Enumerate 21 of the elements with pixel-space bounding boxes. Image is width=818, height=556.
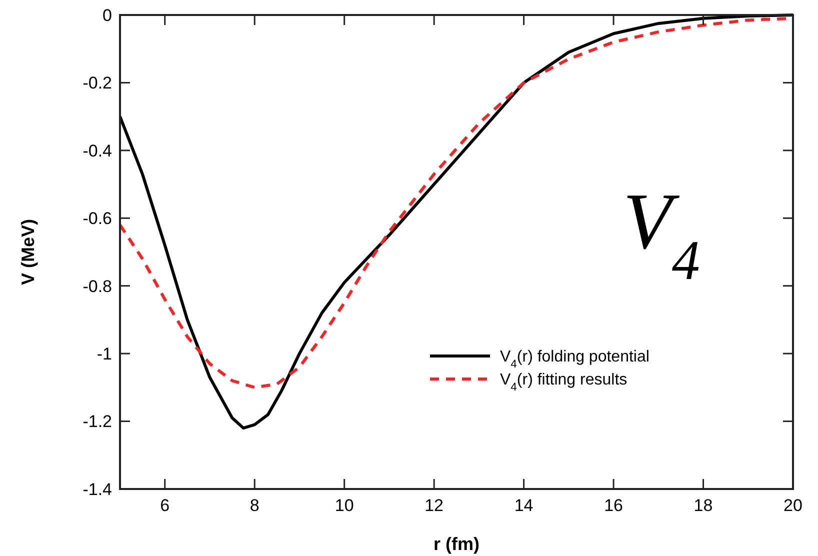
x-tick-label: 20: [784, 496, 802, 515]
x-tick-label: 8: [250, 496, 260, 515]
y-tick-label: 0: [102, 6, 112, 25]
x-tick-label: 14: [514, 496, 534, 515]
y-tick-label: -0.2: [82, 74, 112, 93]
y-axis-title: V (MeV): [18, 218, 38, 286]
x-tick-label: 16: [604, 496, 623, 515]
x-axis-title: r (fm): [434, 534, 480, 554]
annotation: V$_{4}$: [623, 178, 700, 292]
y-tick-label: -1.2: [82, 412, 112, 432]
x-tick-label: 10: [334, 496, 354, 515]
legend-label: V$_{4}$(r) folding potential: [500, 348, 650, 371]
y-tick-label: -0.4: [82, 141, 112, 160]
legend-label: V$_{4}$(r) fitting results: [500, 372, 628, 394]
x-tick-label: 6: [160, 496, 170, 515]
x-tick-label: 18: [694, 496, 713, 515]
y-tick-label: -1: [96, 344, 112, 364]
y-tick-label: -1.4: [82, 480, 112, 499]
y-tick-label: -0.6: [82, 209, 112, 228]
x-tick-label: 12: [424, 496, 444, 515]
y-tick-label: -0.8: [82, 276, 112, 296]
